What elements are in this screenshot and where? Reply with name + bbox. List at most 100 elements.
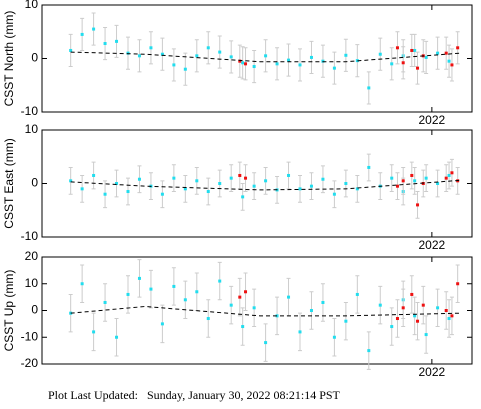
data-point — [149, 287, 153, 291]
data-point — [195, 290, 199, 294]
data-point — [456, 46, 460, 50]
data-point — [395, 317, 399, 321]
data-point — [103, 300, 107, 304]
data-point — [447, 59, 451, 63]
data-point — [218, 182, 222, 185]
y-tick-label: 0 — [31, 51, 38, 65]
data-point — [275, 314, 279, 318]
y-tick-label: 0 — [31, 303, 38, 317]
y-tick-label: -10 — [21, 104, 39, 118]
y-axis-label: CSST East (mm) — [2, 138, 16, 228]
y-tick-label: 10 — [25, 0, 39, 11]
data-point — [252, 306, 256, 310]
data-point — [332, 335, 336, 339]
y-tick-label: -20 — [21, 356, 39, 370]
data-point — [456, 282, 460, 286]
data-point — [344, 53, 348, 57]
data-point — [378, 52, 382, 56]
plot-frame — [41, 4, 473, 113]
data-point — [450, 63, 454, 67]
footer: Plot Last Updated: Sunday, January 30, 2… — [48, 388, 341, 402]
data-point — [321, 59, 325, 63]
data-point — [321, 177, 325, 181]
data-point — [275, 62, 279, 66]
data-point — [218, 50, 222, 54]
panel: CSST East (mm) -10 0 10 2022 — [2, 122, 473, 252]
data-point — [436, 182, 440, 185]
data-point — [264, 179, 268, 183]
data-point — [160, 52, 164, 56]
y-axis-label: CSST Up (mm) — [2, 270, 16, 352]
data-point — [390, 62, 394, 66]
data-point — [332, 66, 336, 70]
data-point — [436, 51, 440, 55]
data-point — [264, 341, 268, 345]
data-point — [413, 48, 417, 52]
x-tick-label: 2022 — [419, 113, 446, 127]
data-point — [92, 173, 96, 177]
data-point — [126, 51, 130, 55]
data-point — [137, 276, 141, 280]
data-point — [421, 303, 425, 307]
data-point — [424, 333, 428, 337]
data-point — [238, 295, 242, 299]
data-point — [92, 27, 96, 31]
data-point — [149, 46, 153, 50]
y-tick-label: 20 — [25, 249, 39, 263]
data-point — [92, 330, 96, 334]
data-point — [238, 59, 242, 63]
data-point — [244, 62, 248, 66]
plot-frame — [41, 256, 473, 365]
data-point — [332, 192, 336, 196]
data-point — [252, 184, 256, 188]
data-point — [238, 173, 242, 177]
data-point — [172, 63, 176, 67]
data-point — [309, 184, 313, 188]
data-point — [355, 292, 359, 296]
data-point — [183, 67, 187, 71]
data-point — [413, 314, 417, 318]
data-point — [344, 319, 348, 323]
data-point — [436, 306, 440, 310]
panel: CSST North (mm) -10 0 10 2022 — [2, 0, 473, 127]
data-point — [367, 165, 371, 169]
data-point — [183, 187, 187, 191]
data-point — [447, 173, 451, 177]
y-tick-label: -10 — [21, 329, 39, 343]
x-tick-label: 2022 — [419, 365, 446, 379]
data-point — [229, 176, 233, 180]
data-point — [80, 32, 84, 36]
data-point — [395, 184, 399, 188]
data-point — [309, 309, 313, 312]
data-point — [410, 292, 414, 296]
data-point — [298, 187, 302, 191]
data-point — [264, 54, 268, 58]
data-point — [450, 314, 454, 318]
data-point — [244, 290, 248, 294]
data-point — [298, 63, 302, 67]
data-point — [103, 42, 107, 46]
data-point — [401, 306, 405, 310]
panel: CSST Up (mm) -20 -10 0 10 20 2022 — [2, 249, 473, 379]
data-point — [416, 319, 420, 323]
data-point — [309, 55, 313, 59]
data-point — [378, 303, 382, 307]
data-point — [444, 176, 448, 180]
data-point — [241, 325, 245, 329]
x-tick-label: 2022 — [419, 238, 446, 252]
y-axis-label: CSST North (mm) — [2, 11, 16, 107]
data-point — [401, 179, 405, 183]
y-tick-label: 10 — [25, 276, 39, 290]
data-point — [206, 317, 210, 321]
data-point — [444, 51, 448, 55]
data-point — [424, 176, 428, 180]
data-point — [195, 54, 199, 58]
data-point — [160, 322, 164, 326]
data-point — [321, 300, 325, 304]
data-point — [395, 46, 399, 50]
data-point — [137, 54, 141, 58]
data-point — [115, 182, 119, 185]
data-point — [206, 46, 210, 50]
trend-line — [70, 305, 461, 317]
data-point — [69, 179, 73, 183]
